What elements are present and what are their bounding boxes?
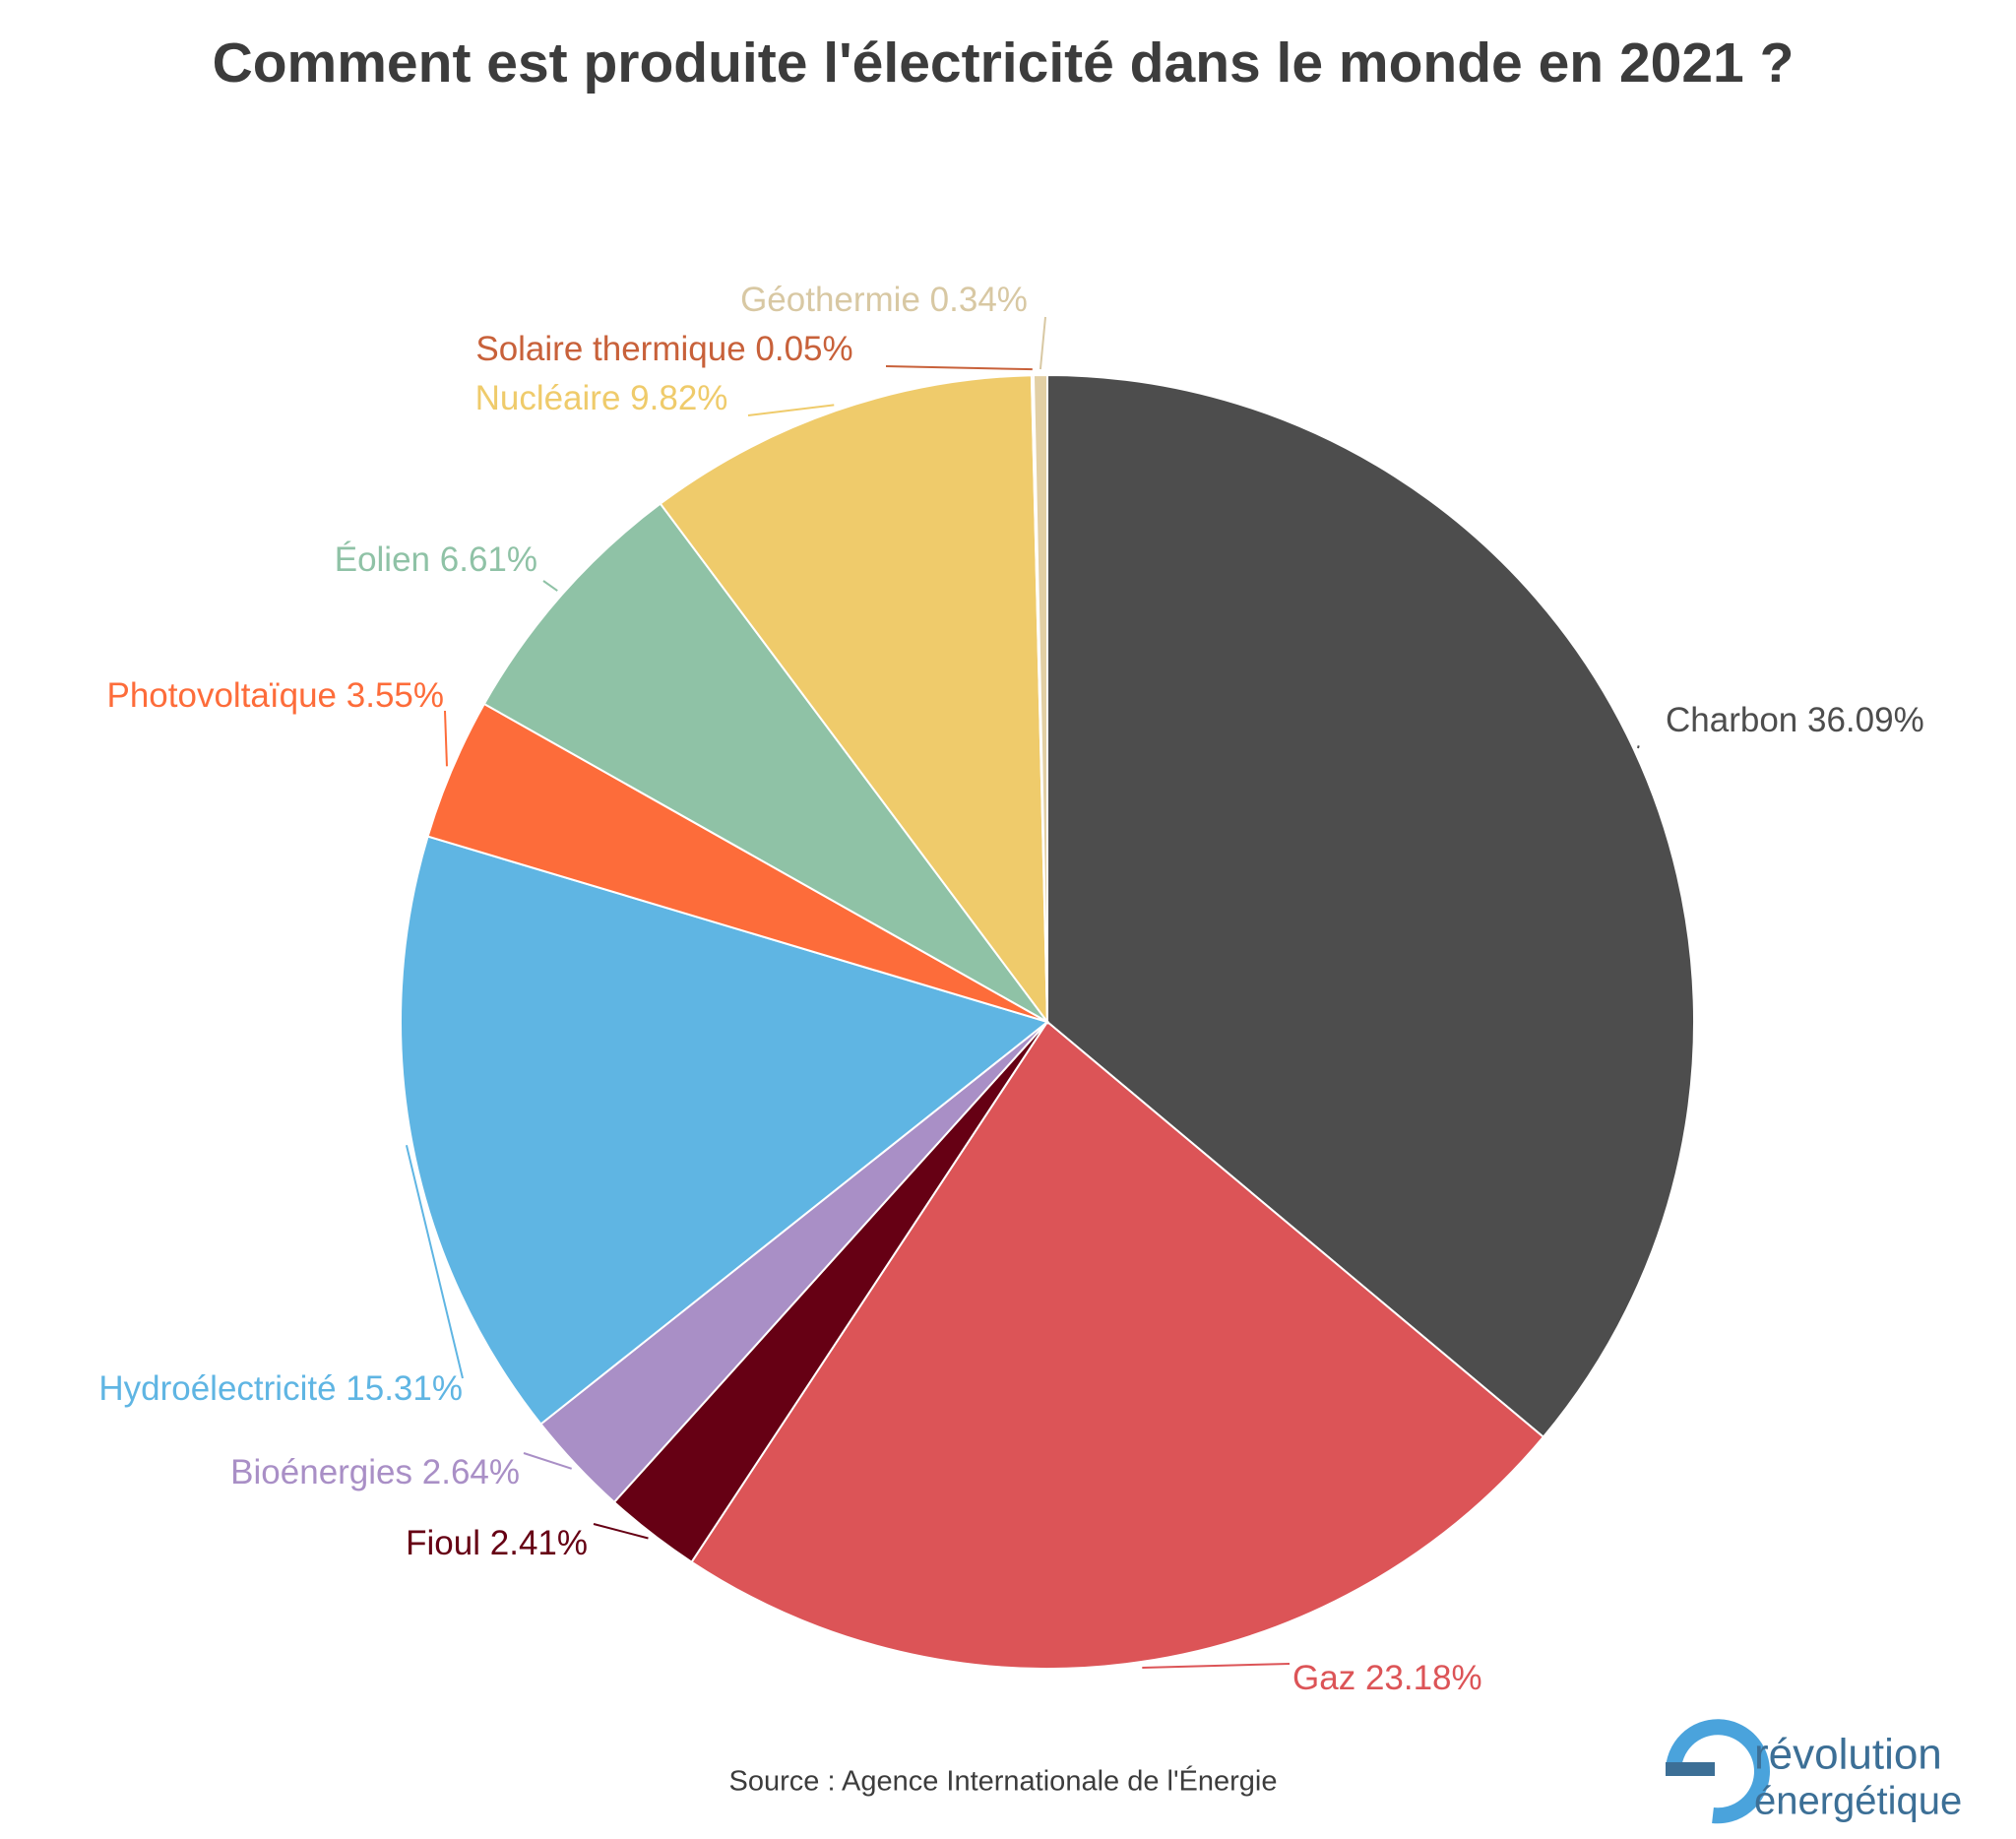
slice-value: 23.18%: [1365, 1659, 1482, 1697]
slice-name: Bioénergies: [230, 1453, 412, 1491]
logo-bar: [1666, 1762, 1715, 1776]
logo-text: énergétique: [1754, 1780, 1962, 1823]
pie-slice: [659, 374, 1049, 1026]
leader-line: [444, 710, 448, 767]
slice-label: Nucléaire 9.82%: [475, 379, 728, 417]
slice-name: Photovoltaïque: [107, 676, 338, 715]
slice-value: 15.31%: [346, 1369, 463, 1408]
slice-label: Charbon 36.09%: [1666, 701, 1924, 739]
leader-line: [523, 1452, 573, 1470]
slice-label: Hydroélectricité 15.31%: [98, 1369, 463, 1408]
slice-value: 2.64%: [422, 1453, 520, 1491]
slice-label: Solaire thermique 0.05%: [475, 330, 852, 368]
slice-name: Éolien: [335, 540, 430, 579]
slice-name: Solaire thermique: [475, 330, 745, 368]
slice-value: 9.82%: [630, 379, 727, 417]
logo-text: révolution: [1754, 1731, 1942, 1779]
logo-mark: [1665, 1719, 1770, 1824]
pie-slice: [1032, 373, 1048, 1023]
slice-name: Charbon: [1666, 701, 1797, 739]
pie-slice: [690, 1020, 1545, 1670]
leader-line: [405, 1145, 464, 1379]
slice-label: Photovoltaïque 3.55%: [107, 676, 445, 715]
slice-name: Gaz: [1292, 1659, 1355, 1697]
slice-value: 3.55%: [346, 676, 444, 715]
slice-value: 2.41%: [490, 1524, 588, 1562]
slice-label: Fioul 2.41%: [406, 1524, 588, 1562]
leader-line: [1637, 745, 1640, 749]
leader-line: [593, 1523, 649, 1540]
slice-label: Gaz 23.18%: [1292, 1659, 1482, 1697]
slice-value: 0.05%: [755, 330, 852, 368]
slice-value: 0.34%: [930, 281, 1028, 319]
slice-name: Hydroélectricité: [98, 1369, 336, 1408]
slice-name: Géothermie: [740, 281, 920, 319]
source: Source : Agence Internationale de l'Éner…: [729, 1765, 1278, 1798]
slice-value: 6.61%: [440, 540, 537, 579]
pie-slice: [482, 502, 1048, 1023]
slice-label: Géothermie 0.34%: [740, 281, 1028, 319]
slice-name: Nucléaire: [475, 379, 621, 417]
pie-slice: [1046, 373, 1695, 1439]
leader-line: [542, 580, 558, 592]
leader-line: [1142, 1663, 1291, 1669]
leader-line: [747, 404, 835, 416]
leader-line: [1039, 316, 1046, 370]
slice-label: Éolien 6.61%: [335, 540, 537, 579]
chart-title: Comment est produite l'électricité dans …: [213, 32, 1795, 95]
pie-slice: [400, 835, 1050, 1426]
leader-line: [885, 365, 1033, 371]
logo: révolution énergétique: [1665, 1719, 1962, 1824]
slice-name: Fioul: [406, 1524, 480, 1562]
slice-value: 36.09%: [1807, 701, 1924, 739]
slice-label: Bioénergies 2.64%: [230, 1453, 520, 1491]
